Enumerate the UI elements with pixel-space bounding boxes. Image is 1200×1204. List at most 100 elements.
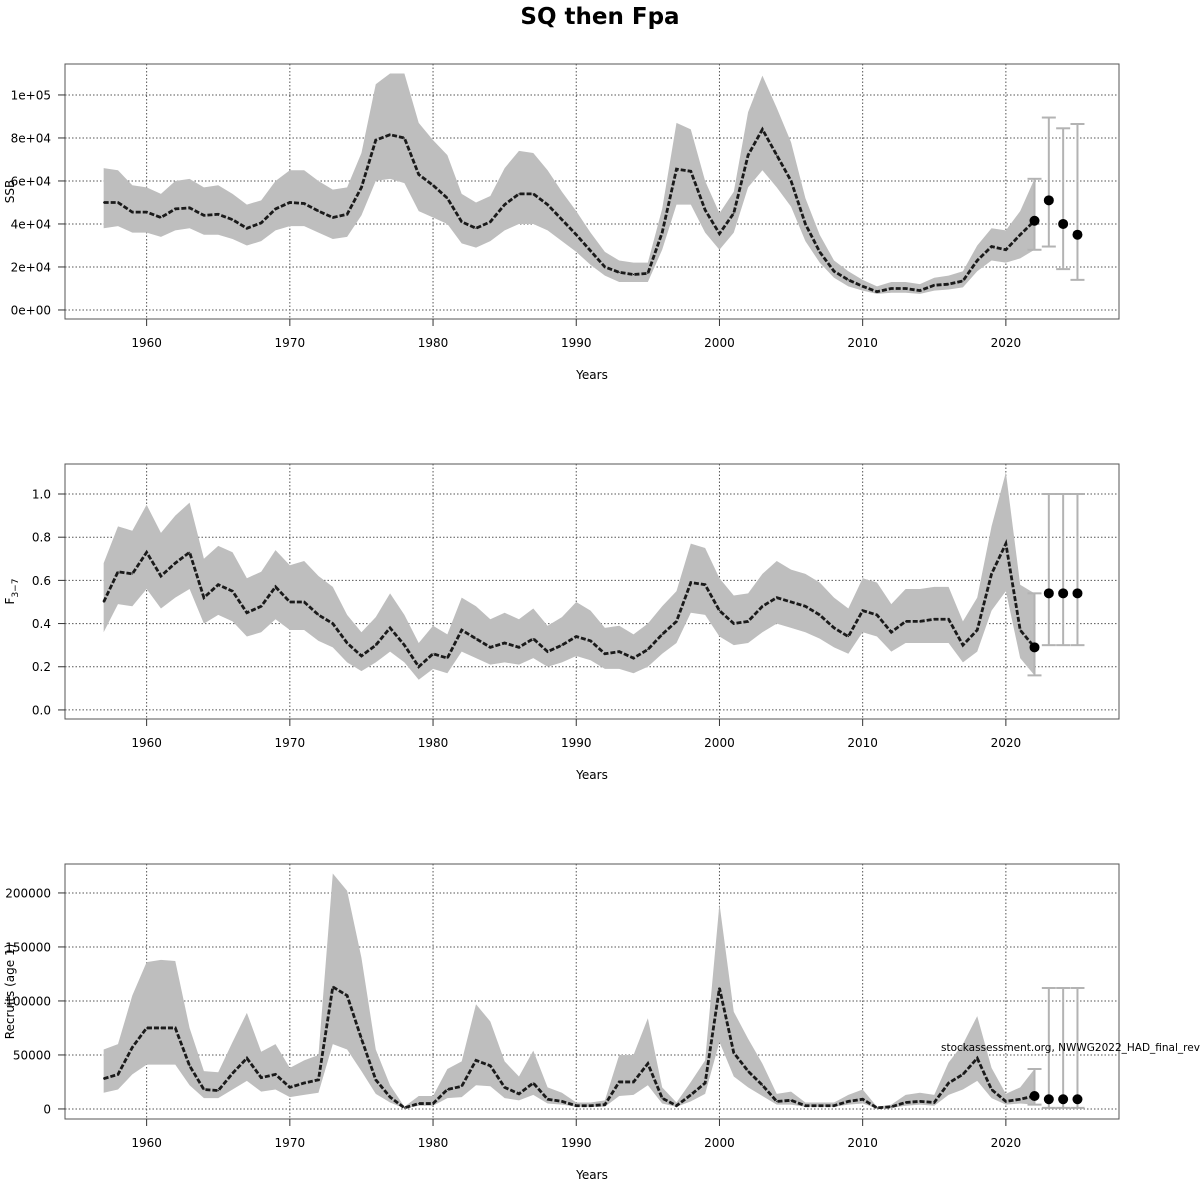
y-axis-label: F3−7 xyxy=(3,579,21,605)
data-point xyxy=(131,211,133,213)
data-point xyxy=(160,575,162,577)
data-point xyxy=(933,1101,935,1104)
data-point xyxy=(1019,1098,1021,1100)
data-point xyxy=(332,622,334,625)
data-point xyxy=(661,231,663,234)
data-point xyxy=(446,197,448,199)
data-point xyxy=(475,1059,477,1061)
data-point xyxy=(804,1105,806,1107)
data-point xyxy=(919,290,921,292)
data-point xyxy=(403,1107,405,1109)
y-tick-label: 6e+04 xyxy=(11,174,51,188)
data-point xyxy=(131,573,133,575)
data-point xyxy=(718,987,721,989)
data-point xyxy=(761,1084,764,1086)
data-point xyxy=(360,186,363,189)
data-point xyxy=(604,1104,606,1106)
data-point xyxy=(733,212,735,214)
data-point xyxy=(432,1102,434,1105)
data-point xyxy=(575,635,577,638)
data-point xyxy=(117,201,119,204)
data-point xyxy=(203,214,205,216)
data-point xyxy=(647,272,649,275)
data-point xyxy=(919,1100,921,1102)
data-point xyxy=(1019,629,1021,631)
x-tick-label: 1990 xyxy=(561,1136,592,1150)
data-point xyxy=(833,1105,835,1107)
data-point xyxy=(346,642,348,644)
data-point xyxy=(303,202,305,205)
data-point xyxy=(976,259,978,262)
data-point xyxy=(504,642,506,644)
y-tick-label: 4e+04 xyxy=(11,217,51,231)
data-point xyxy=(890,631,892,633)
y-tick-label: 100000 xyxy=(5,994,51,1008)
data-point xyxy=(203,597,205,599)
data-point xyxy=(518,646,520,648)
data-point xyxy=(661,1097,663,1099)
data-point xyxy=(561,644,563,646)
x-tick-label: 2000 xyxy=(704,336,735,350)
projection-point xyxy=(1029,215,1040,226)
projection-point xyxy=(1058,218,1069,229)
data-point xyxy=(389,1096,391,1098)
x-tick-label: 2010 xyxy=(847,336,878,350)
data-point xyxy=(160,216,162,219)
y-tick-label: 0.2 xyxy=(32,660,51,674)
y-tick-label: 0.6 xyxy=(32,574,51,588)
data-point xyxy=(389,134,391,136)
y-tick-label: 200000 xyxy=(5,886,51,900)
data-point xyxy=(747,1070,749,1072)
data-point xyxy=(461,629,463,631)
data-point xyxy=(475,638,477,640)
data-point xyxy=(146,211,148,213)
data-point xyxy=(733,1052,735,1054)
projection-point xyxy=(1043,195,1054,206)
data-point xyxy=(188,207,191,209)
data-point xyxy=(547,1098,549,1100)
data-point xyxy=(575,1105,577,1107)
data-point xyxy=(718,233,721,235)
data-point xyxy=(561,1100,563,1102)
data-point xyxy=(203,1088,205,1091)
data-point xyxy=(876,614,878,616)
data-point xyxy=(819,1105,821,1107)
y-tick-label: 0.0 xyxy=(32,703,51,717)
data-point xyxy=(632,1081,635,1083)
data-point xyxy=(833,270,835,272)
data-point xyxy=(675,1105,678,1107)
data-point xyxy=(718,610,721,612)
data-point xyxy=(418,666,420,668)
data-point xyxy=(317,210,320,212)
data-point xyxy=(604,266,606,268)
data-point xyxy=(589,640,592,642)
data-point xyxy=(947,618,950,620)
data-point xyxy=(489,646,491,648)
estimate-line xyxy=(103,984,1035,1110)
data-point xyxy=(905,620,907,623)
data-point xyxy=(647,648,649,651)
data-point xyxy=(217,1089,219,1092)
data-point xyxy=(618,271,620,273)
data-point xyxy=(260,222,262,224)
data-point xyxy=(217,213,219,215)
data-point xyxy=(317,1079,320,1081)
data-point xyxy=(332,216,334,219)
data-point xyxy=(375,644,377,646)
y-tick-label: 0.4 xyxy=(32,617,51,631)
x-tick-label: 2020 xyxy=(991,736,1022,750)
data-point xyxy=(804,223,806,225)
data-point xyxy=(661,633,663,635)
x-tick-label: 2000 xyxy=(704,736,735,750)
projection-point xyxy=(1072,588,1083,599)
data-point xyxy=(704,584,706,586)
x-tick-label: 1970 xyxy=(275,736,306,750)
data-point xyxy=(632,273,635,276)
data-point xyxy=(375,1079,377,1081)
data-point xyxy=(890,287,892,290)
data-point xyxy=(919,620,921,623)
data-point xyxy=(461,221,463,223)
y-tick-label: 50000 xyxy=(13,1048,51,1062)
x-tick-label: 1960 xyxy=(131,336,162,350)
data-point xyxy=(274,586,277,588)
